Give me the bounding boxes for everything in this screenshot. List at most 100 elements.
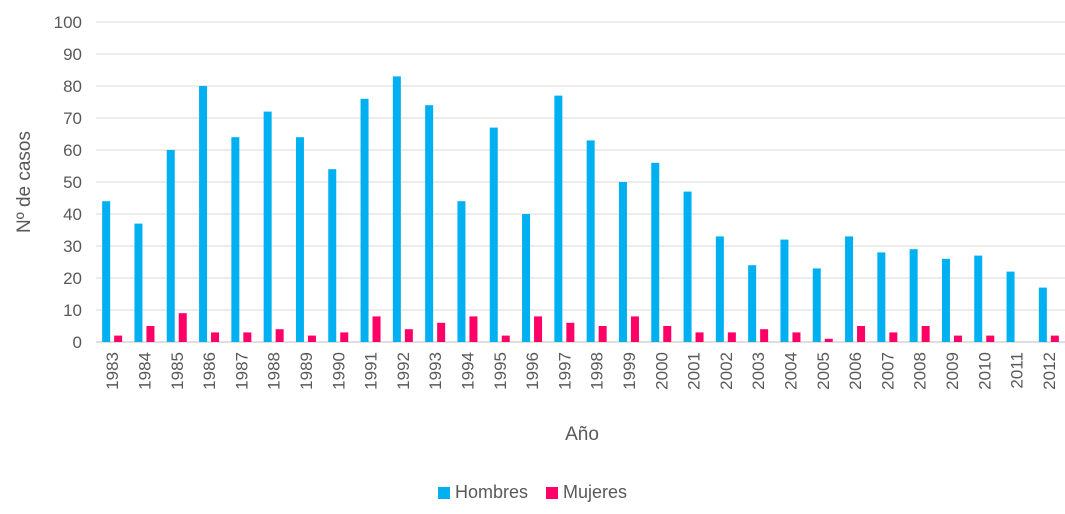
x-tick-label: 1988 (265, 352, 284, 390)
bar-mujeres-1997 (566, 322, 575, 342)
bar-hombres-1995 (489, 127, 498, 342)
bar-hombres-1988 (263, 111, 272, 342)
bar-mujeres-2001 (695, 332, 704, 342)
x-tick-label: 1991 (362, 352, 381, 390)
bar-hombres-1994 (457, 201, 466, 342)
bar-hombres-2012 (1038, 287, 1047, 342)
gridlines (96, 21, 1065, 343)
x-tick-label: 2000 (652, 352, 671, 390)
bar-mujeres-1995 (501, 335, 510, 342)
bar-hombres-1996 (522, 214, 531, 342)
x-tick-label: 1997 (555, 352, 574, 390)
bar-hombres-1993 (425, 105, 434, 342)
bar-hombres-2008 (909, 249, 918, 342)
bar-mujeres-2006 (857, 326, 866, 342)
x-axis-title: Año (565, 424, 599, 445)
bar-hombres-2004 (780, 239, 789, 342)
bar-mujeres-1983 (114, 335, 123, 342)
x-tick-label: 2003 (749, 352, 768, 390)
bar-hombres-1987 (231, 137, 240, 342)
x-tick-label: 2012 (1040, 352, 1059, 390)
x-tick-label: 2002 (717, 352, 736, 390)
x-tick-label: 1985 (168, 352, 187, 390)
bar-mujeres-1985 (178, 313, 187, 342)
legend-swatch-mujeres (546, 486, 558, 499)
bars (102, 76, 1059, 343)
legend-item-mujeres: Mujeres (546, 482, 627, 503)
bar-mujeres-1987 (243, 332, 252, 342)
x-tick-label: 1999 (620, 352, 639, 390)
bar-mujeres-1996 (534, 316, 543, 342)
bar-mujeres-2004 (792, 332, 801, 342)
bar-hombres-1989 (295, 137, 304, 342)
bar-mujeres-1984 (146, 326, 155, 342)
bar-hombres-1998 (586, 140, 595, 342)
bar-hombres-1999 (618, 182, 627, 342)
x-tick-label: 2011 (1008, 352, 1027, 389)
x-tick-label: 1990 (329, 352, 348, 390)
bar-hombres-1992 (392, 76, 401, 343)
x-tick-label: 2007 (878, 352, 897, 390)
bar-hombres-1990 (328, 169, 337, 342)
y-tick-label: 30 (63, 237, 82, 256)
bar-hombres-1997 (554, 95, 563, 342)
y-tick-label: 80 (63, 77, 82, 96)
bar-mujeres-2003 (760, 329, 769, 342)
x-tick-label: 2008 (911, 352, 930, 390)
y-tick-label: 10 (63, 301, 82, 320)
bar-mujeres-2002 (727, 332, 736, 342)
x-tick-label: 1986 (200, 352, 219, 390)
x-tick-label: 2001 (685, 352, 704, 390)
y-tick-label: 20 (63, 269, 82, 288)
bar-mujeres-1992 (404, 329, 413, 342)
x-axis-ticks: 1983 1984 1985 1986 1987 1988 1989 1990 1991 1992… (103, 352, 1059, 390)
x-tick-label: 2004 (781, 352, 800, 390)
bar-mujeres-1998 (598, 326, 607, 342)
x-tick-label: 1994 (458, 352, 477, 390)
bar-mujeres-1986 (211, 332, 220, 342)
x-tick-label: 1998 (588, 352, 607, 390)
bar-hombres-1983 (102, 201, 111, 342)
bar-mujeres-1993 (437, 322, 446, 342)
x-tick-label: 1989 (297, 352, 316, 390)
bar-mujeres-1994 (469, 316, 478, 342)
bar-mujeres-1991 (372, 316, 381, 342)
x-tick-label: 1992 (394, 352, 413, 390)
bar-mujeres-1988 (275, 329, 284, 342)
bar-mujeres-2008 (921, 326, 930, 342)
x-tick-label: 2006 (846, 352, 865, 390)
bar-hombres-2010 (974, 255, 983, 342)
bar-hombres-2000 (651, 162, 660, 342)
x-tick-label: 1996 (523, 352, 542, 390)
bar-hombres-2003 (748, 265, 757, 342)
bar-mujeres-2010 (986, 335, 995, 342)
x-tick-label: 2005 (814, 352, 833, 390)
y-tick-label: 40 (63, 205, 82, 224)
bar-hombres-1985 (166, 150, 175, 342)
y-tick-label: 0 (73, 333, 82, 352)
y-tick-label: 90 (63, 45, 82, 64)
x-tick-label: 2009 (943, 352, 962, 390)
bar-mujeres-2000 (663, 326, 672, 342)
x-tick-label: 1984 (135, 352, 154, 390)
y-tick-label: 100 (54, 13, 82, 32)
bar-hombres-2009 (941, 258, 950, 342)
bar-hombres-1986 (199, 86, 208, 342)
bar-hombres-1984 (134, 223, 143, 342)
legend: Hombres Mujeres (0, 482, 1065, 503)
legend-item-hombres: Hombres (437, 482, 528, 503)
x-tick-label: 1987 (232, 352, 251, 390)
x-tick-label: 1983 (103, 352, 122, 390)
bar-mujeres-1999 (630, 316, 639, 342)
y-tick-label: 50 (63, 173, 82, 192)
x-tick-label: 1995 (491, 352, 510, 390)
bar-hombres-2007 (877, 252, 886, 342)
bar-mujeres-2012 (1050, 335, 1059, 342)
legend-label-hombres: Hombres (454, 482, 528, 502)
x-tick-label: 2010 (975, 352, 994, 390)
y-axis-ticks: 0 10 20 30 40 50 60 70 80 90 100 (54, 13, 82, 352)
bar-hombres-2011 (1006, 271, 1015, 342)
bar-hombres-1991 (360, 98, 369, 342)
y-tick-label: 70 (63, 109, 82, 128)
